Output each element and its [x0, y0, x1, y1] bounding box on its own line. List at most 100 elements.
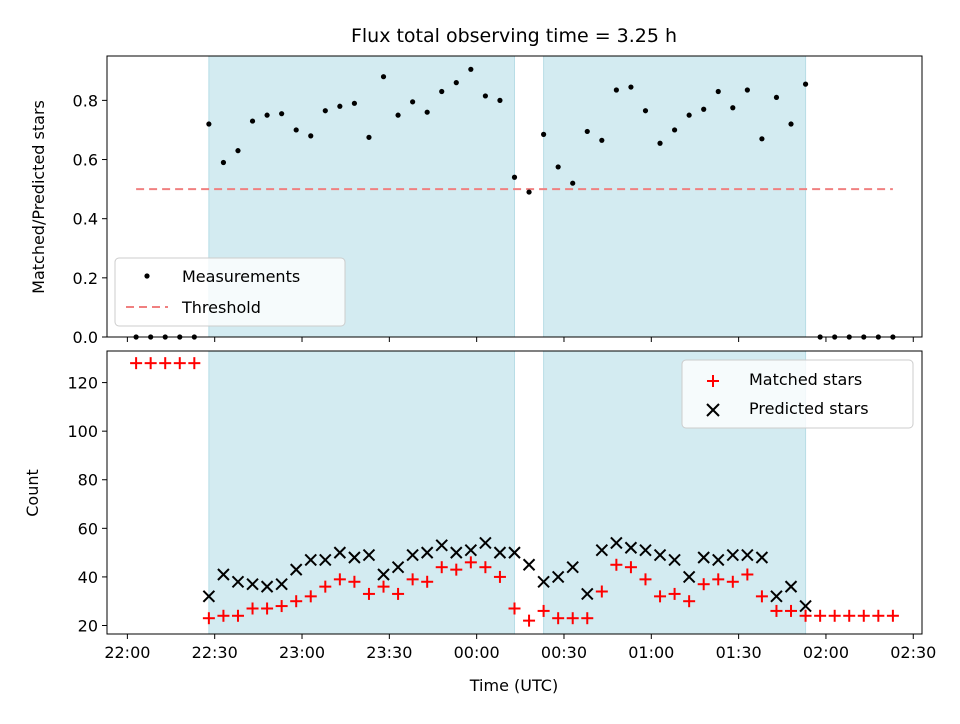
matched-star-point [566, 612, 579, 625]
bottom-legend: Matched stars Predicted stars [681, 359, 914, 429]
predicted-star-point [406, 548, 419, 562]
predicted-star-point [304, 553, 317, 567]
matched-star-point [828, 609, 841, 622]
matched-star-point [173, 357, 186, 370]
measurement-point [264, 112, 270, 118]
top-y-axis-label: Matched/Predicted stars [29, 100, 48, 294]
x-tick-label: 23:00 [279, 643, 325, 662]
predicted-star-point [595, 543, 609, 557]
matched-star-point [814, 609, 827, 622]
measurement-point [570, 180, 576, 186]
matched-star-point [217, 609, 230, 622]
predicted-star-point [289, 563, 303, 576]
legend-predicted-label: Predicted stars [749, 399, 869, 418]
matched-star-point [785, 604, 798, 617]
measurement-point [279, 111, 285, 117]
matched-star-point [770, 604, 783, 617]
matched-star-point [450, 563, 463, 576]
measurement-point [439, 88, 445, 95]
matched-star-point [595, 585, 608, 598]
matched-star-point [886, 609, 899, 622]
matched-star-point [290, 595, 303, 608]
matched-star-point [755, 590, 768, 603]
matched-star-point [537, 604, 550, 617]
predicted-star-point [741, 548, 754, 562]
measurement-point [249, 118, 256, 124]
predicted-star-point [610, 536, 623, 550]
predicted-star-point [246, 577, 259, 591]
predicted-star-point [333, 546, 347, 559]
bottom-panel: 20 40 60 80 100 120 22:00 22:30 23:00 23:30 00:00… [23, 350, 936, 695]
measurement-point [686, 112, 692, 118]
predicted-star-point [464, 543, 478, 557]
x-tick-label: 02:30 [890, 643, 936, 662]
matched-star-point [406, 573, 419, 586]
measurement-point [744, 87, 750, 93]
measurement-point [715, 88, 721, 95]
measurement-point [730, 105, 736, 111]
matched-star-point [348, 575, 361, 588]
matched-star-point [275, 600, 288, 613]
matched-star-point [654, 590, 667, 603]
predicted-star-point [755, 551, 769, 564]
measurement-point [788, 121, 794, 127]
matched-star-point [333, 573, 346, 586]
measurement-point [628, 84, 634, 90]
measurement-point [584, 128, 590, 135]
matched-star-point [683, 595, 696, 608]
matched-star-point [144, 357, 157, 370]
matched-star-point [435, 561, 448, 574]
predicted-star-point [377, 568, 390, 581]
y-tick-label: 0.2 [73, 269, 98, 288]
legend-threshold-label: Threshold [181, 298, 261, 317]
bottom-axes-frame [106, 350, 923, 635]
measurement-point [395, 112, 401, 118]
predicted-star-point [551, 570, 565, 584]
measurement-point [424, 109, 430, 115]
measurement-point [410, 99, 416, 105]
matched-star-point [188, 357, 201, 370]
predicted-star-point [275, 577, 288, 591]
matched-star-point [377, 580, 390, 593]
measurement-point [802, 81, 809, 87]
legend-predicted-marker [706, 403, 720, 417]
matched-star-point [421, 575, 434, 588]
measurement-point [671, 127, 678, 133]
matched-star-point [319, 580, 332, 593]
matched-star-point [639, 573, 652, 586]
top-legend: Measurements Threshold [114, 257, 346, 327]
predicted-star-point [435, 539, 448, 552]
x-tick-label: 00:30 [541, 643, 587, 662]
predicted-star-point [784, 580, 798, 593]
predicted-star-point [624, 541, 638, 554]
predicted-star-point [522, 558, 536, 571]
measurement-point [351, 100, 358, 106]
predicted-star-point [348, 551, 361, 564]
predicted-star-point [726, 548, 740, 562]
measurement-point [220, 159, 227, 166]
measurement-point [482, 93, 488, 99]
measurement-point [468, 66, 474, 72]
y-tick-label: 20 [78, 616, 98, 635]
matched-star-point [697, 578, 710, 591]
y-tick-label: 0.6 [73, 151, 98, 170]
observing-interval-shade [543, 55, 807, 338]
measurement-point [308, 133, 314, 139]
predicted-star-point [668, 553, 681, 567]
predicted-star-point [231, 575, 245, 588]
measurement-point [366, 134, 372, 140]
matched-star-point [392, 587, 405, 600]
matched-star-point [857, 609, 870, 622]
predicted-star-point [391, 560, 405, 574]
matched-star-point [552, 612, 565, 625]
measurement-point [293, 127, 299, 133]
bottom-y-axis-label: Count [23, 469, 42, 517]
x-tick-label: 01:30 [716, 643, 762, 662]
predicted-star-point [217, 568, 230, 581]
matched-star-point [712, 573, 725, 586]
measurement-point [657, 140, 663, 146]
measurement-point [642, 108, 649, 114]
predicted-star-point [450, 546, 463, 559]
x-tick-label: 00:00 [454, 643, 500, 662]
x-axis-label: Time (UTC) [469, 676, 558, 695]
